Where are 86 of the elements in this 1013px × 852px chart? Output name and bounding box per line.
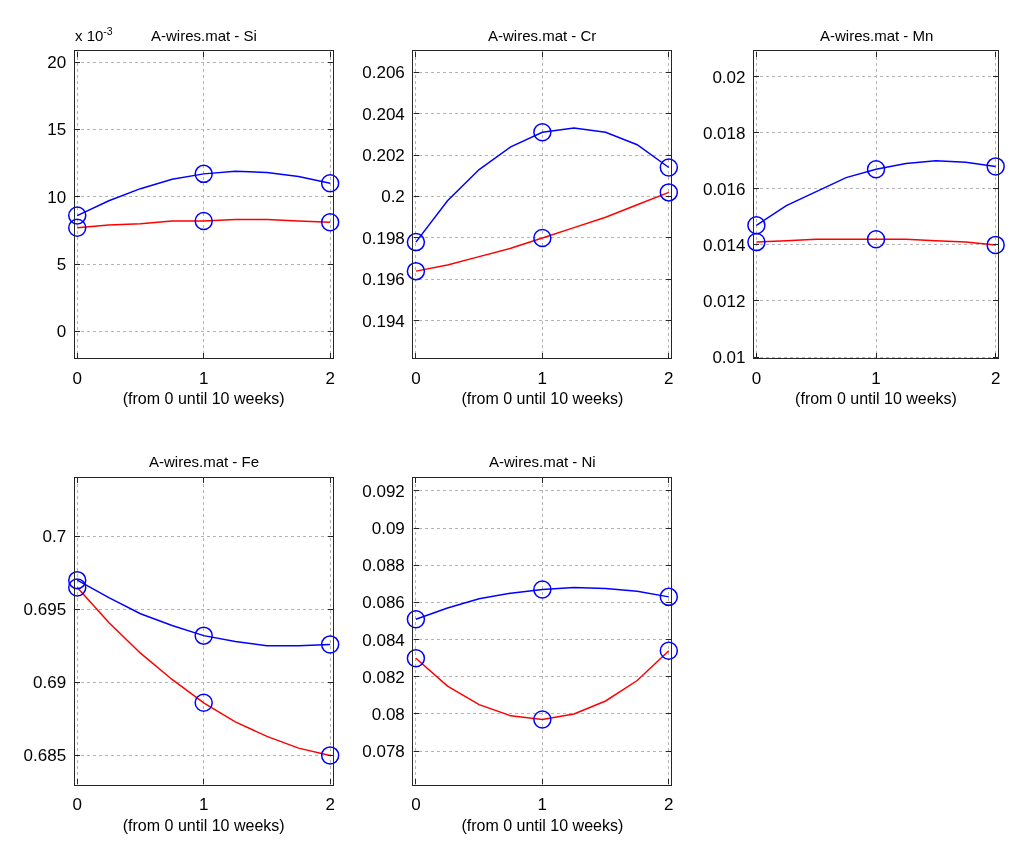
point <box>659 587 679 607</box>
point <box>659 158 679 177</box>
point <box>986 235 1005 255</box>
x-tick-label: 1 <box>871 368 881 388</box>
text: x 10$^{-3}$ <box>75 25 113 45</box>
x-axis-title: (from 0 until 10 weeks) <box>122 816 285 834</box>
point <box>194 626 213 645</box>
point <box>68 570 87 590</box>
point <box>194 693 213 713</box>
x-tick-label: 0 <box>411 795 421 815</box>
point <box>320 213 340 232</box>
x-tick-label: 0 <box>72 368 82 388</box>
point <box>194 211 213 231</box>
x-tick-label: 2 <box>664 368 674 388</box>
y-tick-label: 0.016 <box>702 179 746 199</box>
point <box>866 159 886 179</box>
y-tick-label: 0.196 <box>362 270 405 290</box>
y-tick-label: 0.198 <box>362 228 405 248</box>
y-tick-label: 0.01 <box>712 348 746 367</box>
point <box>406 232 426 252</box>
y-tick-label: 0.082 <box>362 667 405 687</box>
x-tick-label: 0 <box>751 368 762 388</box>
x-tick-label: 0 <box>411 368 421 388</box>
point <box>533 228 552 248</box>
y-tick-label: 0.206 <box>362 63 405 83</box>
point <box>866 230 886 249</box>
chart-title: A-wires.mat - Si <box>151 27 257 44</box>
y-tick-label: 0.078 <box>362 742 405 762</box>
y-tick-label: 0.09 <box>371 519 405 539</box>
x-tick-label: 1 <box>198 795 209 815</box>
y-tick-label: 20 <box>47 53 67 73</box>
point <box>533 710 552 729</box>
y-tick-label: 0.685 <box>23 746 67 766</box>
y-tick-label: 0.02 <box>712 67 746 87</box>
x-tick-label: 1 <box>537 368 548 388</box>
x-tick-label: 1 <box>537 795 548 815</box>
chart-title: A-wires.mat - Cr <box>488 27 597 44</box>
y-tick-label: 5 <box>56 254 67 274</box>
y-tick-label: 0.69 <box>33 673 67 693</box>
x-axis-title: (from 0 until 10 weeks) <box>795 390 957 408</box>
x-axis-title: (from 0 until 10 weeks) <box>461 816 624 834</box>
point <box>747 216 766 235</box>
point <box>747 232 766 252</box>
x-axis-title: (from 0 until 10 weeks) <box>461 390 624 408</box>
y-tick-label: 0.08 <box>371 704 405 724</box>
x-axis-title: (from 0 until 10 weeks) <box>122 390 285 408</box>
y-tick-label: 0.7 <box>42 527 67 547</box>
point <box>406 609 426 629</box>
x-tick-label: 2 <box>664 795 674 815</box>
y-tick-label: 0.014 <box>702 235 746 255</box>
chart-title: A-wires.mat - Mn <box>820 27 934 44</box>
point <box>659 183 679 202</box>
y-tick-label: 0.088 <box>362 556 405 576</box>
point <box>659 641 679 661</box>
point <box>68 578 87 597</box>
y-tick-label: 0.2 <box>381 187 405 207</box>
point <box>320 746 340 765</box>
chart-title: A-wires.mat - Fe <box>149 453 260 470</box>
y-tick-label: 10 <box>47 187 67 207</box>
y-tick-label: 15 <box>47 120 67 140</box>
point <box>533 123 552 142</box>
y-tick-label: 0.084 <box>362 630 405 650</box>
y-tick-label: 0.204 <box>362 104 405 124</box>
y-tick-label: 0 <box>56 322 67 342</box>
chart-title: A-wires.mat - Ni <box>489 453 596 470</box>
point <box>533 580 552 599</box>
x-tick-label: 2 <box>325 795 335 815</box>
point <box>320 174 340 193</box>
y-tick-label: 0.695 <box>23 600 67 620</box>
y-tick-label: 0.092 <box>362 481 405 501</box>
point <box>406 261 426 281</box>
point <box>194 164 213 184</box>
y-tick-label: 0.012 <box>702 291 746 311</box>
x-tick-label: 2 <box>325 368 335 388</box>
point <box>320 635 340 654</box>
y-tick-label: 0.018 <box>702 123 746 143</box>
x-tick-label: 1 <box>198 368 209 388</box>
x-tick-label: 2 <box>990 368 1001 388</box>
point <box>986 157 1005 176</box>
y-tick-label: 0.086 <box>362 593 405 613</box>
point <box>68 206 87 225</box>
x-tick-label: 0 <box>72 795 82 815</box>
y-tick-label: 0.194 <box>362 311 405 331</box>
point <box>406 648 426 668</box>
y-tick-label: 0.202 <box>362 146 405 166</box>
point <box>68 218 87 237</box>
